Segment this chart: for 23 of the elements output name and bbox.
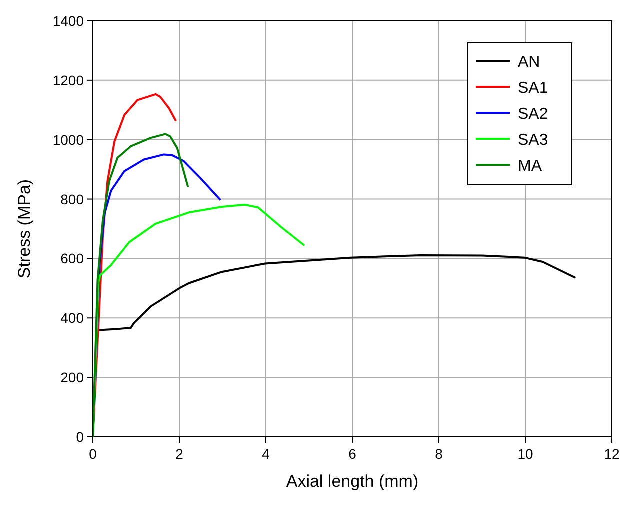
- x-tick-label: 6: [348, 446, 357, 462]
- x-tick-label: 10: [518, 446, 534, 462]
- x-tick-label: 4: [262, 446, 270, 462]
- line-series: [93, 133, 190, 437]
- x-tick-label: 12: [604, 446, 620, 462]
- x-tick-label: 0: [89, 446, 98, 462]
- y-tick-label: 200: [60, 370, 84, 386]
- y-axis-title: Stress (MPa): [15, 179, 34, 279]
- y-tick-label: 1200: [52, 72, 84, 88]
- legend-label: MA: [518, 158, 542, 175]
- y-tick-label: 800: [60, 191, 84, 208]
- legend-label: AN: [518, 54, 540, 71]
- x-tick-label: 2: [176, 446, 184, 462]
- y-tick-label: 1000: [52, 132, 84, 148]
- y-tick-label: 600: [60, 250, 84, 267]
- y-tick-label: 0: [76, 429, 84, 445]
- legend-label: SA3: [518, 132, 548, 149]
- x-axis-title: Axial length (mm): [286, 472, 419, 491]
- y-tick-label: 400: [60, 310, 84, 326]
- y-tick-label: 1400: [52, 13, 84, 29]
- legend-label: SA2: [518, 106, 548, 123]
- legend-label: SA1: [518, 80, 548, 97]
- x-tick-label: 8: [435, 446, 444, 462]
